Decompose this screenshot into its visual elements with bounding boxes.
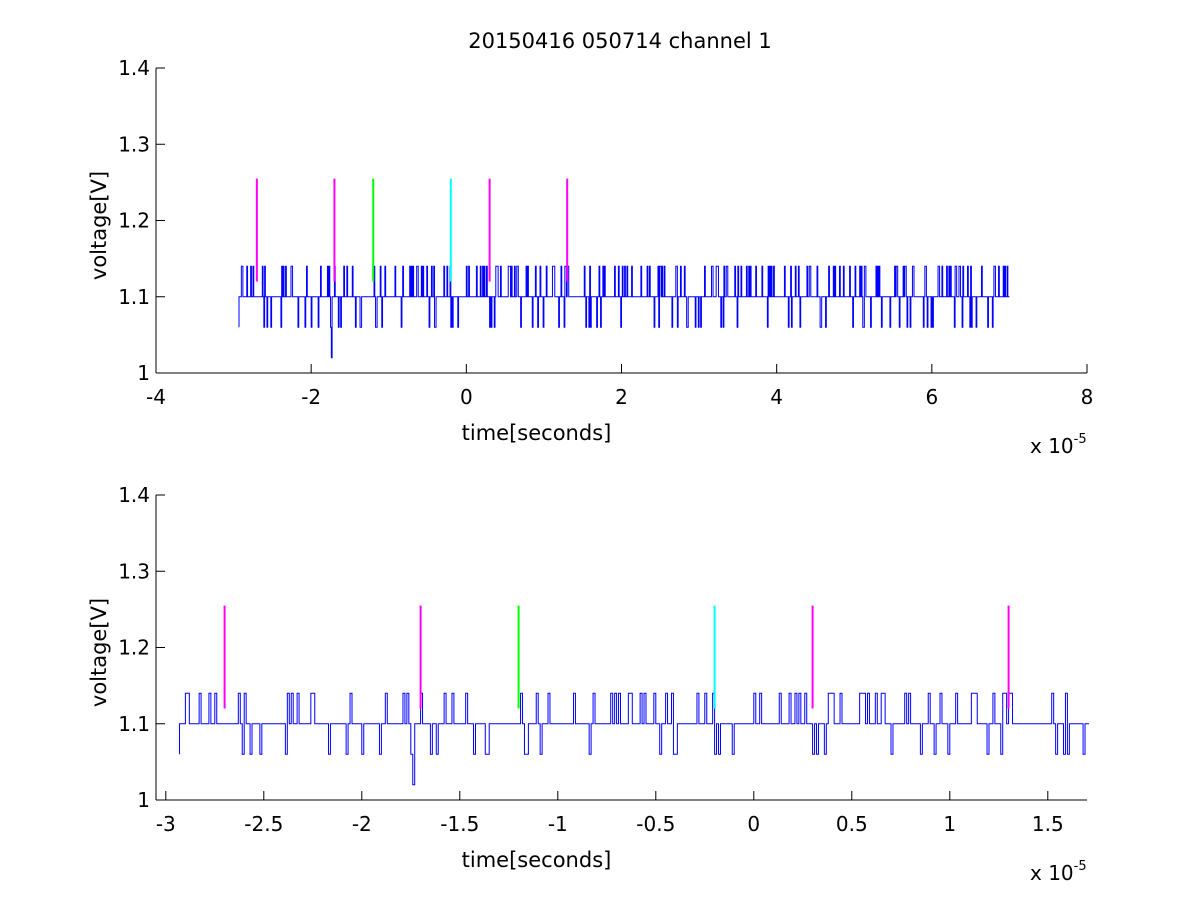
- y-tick-label: 1.1: [118, 712, 150, 736]
- y-tick-label: 1.3: [118, 559, 150, 583]
- x-exponent-base: x 10: [1030, 861, 1074, 885]
- x-tick-label: -3: [156, 812, 176, 836]
- x-exponent-base: x 10: [1030, 434, 1074, 458]
- x-tick-label: 8: [1081, 385, 1094, 409]
- x-tick-label: -2: [352, 812, 372, 836]
- y-tick-label: 1.2: [118, 209, 150, 233]
- x-tick-label: -1: [548, 812, 568, 836]
- x-tick-label: -2.5: [244, 812, 283, 836]
- y-tick-label: 1: [137, 361, 150, 385]
- bottom-plot: 1 1.1 1.2 1.3 1.4 -3 -2.5 -2 -1.5 -1 -0.5 0 0.5 1 1.5 t…: [87, 483, 1089, 885]
- y-tick-label: 1.4: [118, 56, 150, 80]
- x-tick-label: 1.5: [1032, 812, 1064, 836]
- x-tick-label: 6: [925, 385, 938, 409]
- x-tick-label: -2: [301, 385, 321, 409]
- x-tick-label: 2: [615, 385, 628, 409]
- x-tick-label: 0: [747, 812, 760, 836]
- y-tick-label: 1.4: [118, 483, 150, 507]
- x-tick-label: 0: [460, 385, 473, 409]
- signal-trace: [238, 265, 1010, 359]
- x-tick-label: -4: [146, 385, 166, 409]
- chart-title: 20150416 050714 channel 1: [468, 29, 772, 53]
- x-tick-label: 1: [943, 812, 956, 836]
- x-exponent-power: -5: [1074, 859, 1087, 874]
- x-tick-label: -0.5: [636, 812, 675, 836]
- x-exponent-label: x 10-5: [1030, 432, 1087, 458]
- x-tick-label: -1.5: [440, 812, 479, 836]
- y-axis-label: voltage[V]: [87, 171, 111, 280]
- x-tick-label: 0.5: [836, 812, 868, 836]
- x-tick-label: 4: [770, 385, 783, 409]
- top-plot: 1 1.1 1.2 1.3 1.4 -4 -2 0 2 4 6 8 time[seconds] volta…: [87, 56, 1093, 458]
- y-tick-label: 1.1: [118, 285, 150, 309]
- y-axis-label: voltage[V]: [87, 598, 111, 707]
- y-tick-label: 1.2: [118, 636, 150, 660]
- y-tick-label: 1: [137, 788, 150, 812]
- y-tick-label: 1.3: [118, 132, 150, 156]
- signal-trace: [179, 692, 1089, 786]
- x-axis-label: time[seconds]: [462, 421, 612, 445]
- x-exponent-power: -5: [1074, 432, 1087, 447]
- x-exponent-label: x 10-5: [1030, 859, 1087, 885]
- x-axis-label: time[seconds]: [462, 848, 612, 872]
